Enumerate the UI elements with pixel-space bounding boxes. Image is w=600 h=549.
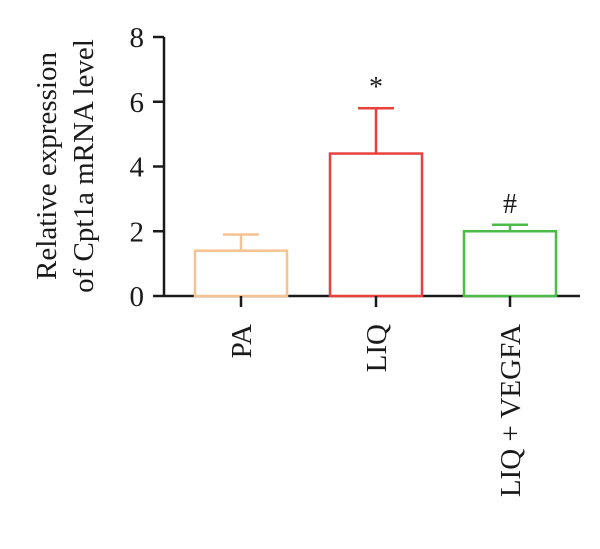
bar-1 — [328, 152, 424, 298]
y-tick-label-2: 4 — [130, 152, 145, 184]
y-tick-label-3: 6 — [130, 87, 145, 119]
y-axis-label-line-1: Relative expression — [31, 52, 63, 280]
plot-area: 0 2 4 6 8 PA * LIQ # LIQ + VEGFA — [130, 22, 580, 497]
y-tick-label-1: 2 — [130, 216, 145, 248]
y-tick-label-4: 8 — [130, 22, 145, 54]
bar-0 — [193, 249, 289, 298]
y-axis-label-line-2: of Cpt1a mRNA level — [68, 39, 100, 293]
x-tick-label-1: LIQ — [361, 324, 393, 372]
y-tick-label-0: 0 — [130, 281, 145, 313]
bar-2 — [462, 230, 558, 298]
significance-mark-1: * — [369, 72, 383, 103]
x-tick-label-0: PA — [226, 324, 258, 358]
significance-mark-2: # — [503, 189, 517, 220]
x-tick-label-2: LIQ + VEGFA — [495, 324, 527, 497]
y-axis-label: Relative expression of Cpt1a mRNA level — [31, 39, 100, 293]
